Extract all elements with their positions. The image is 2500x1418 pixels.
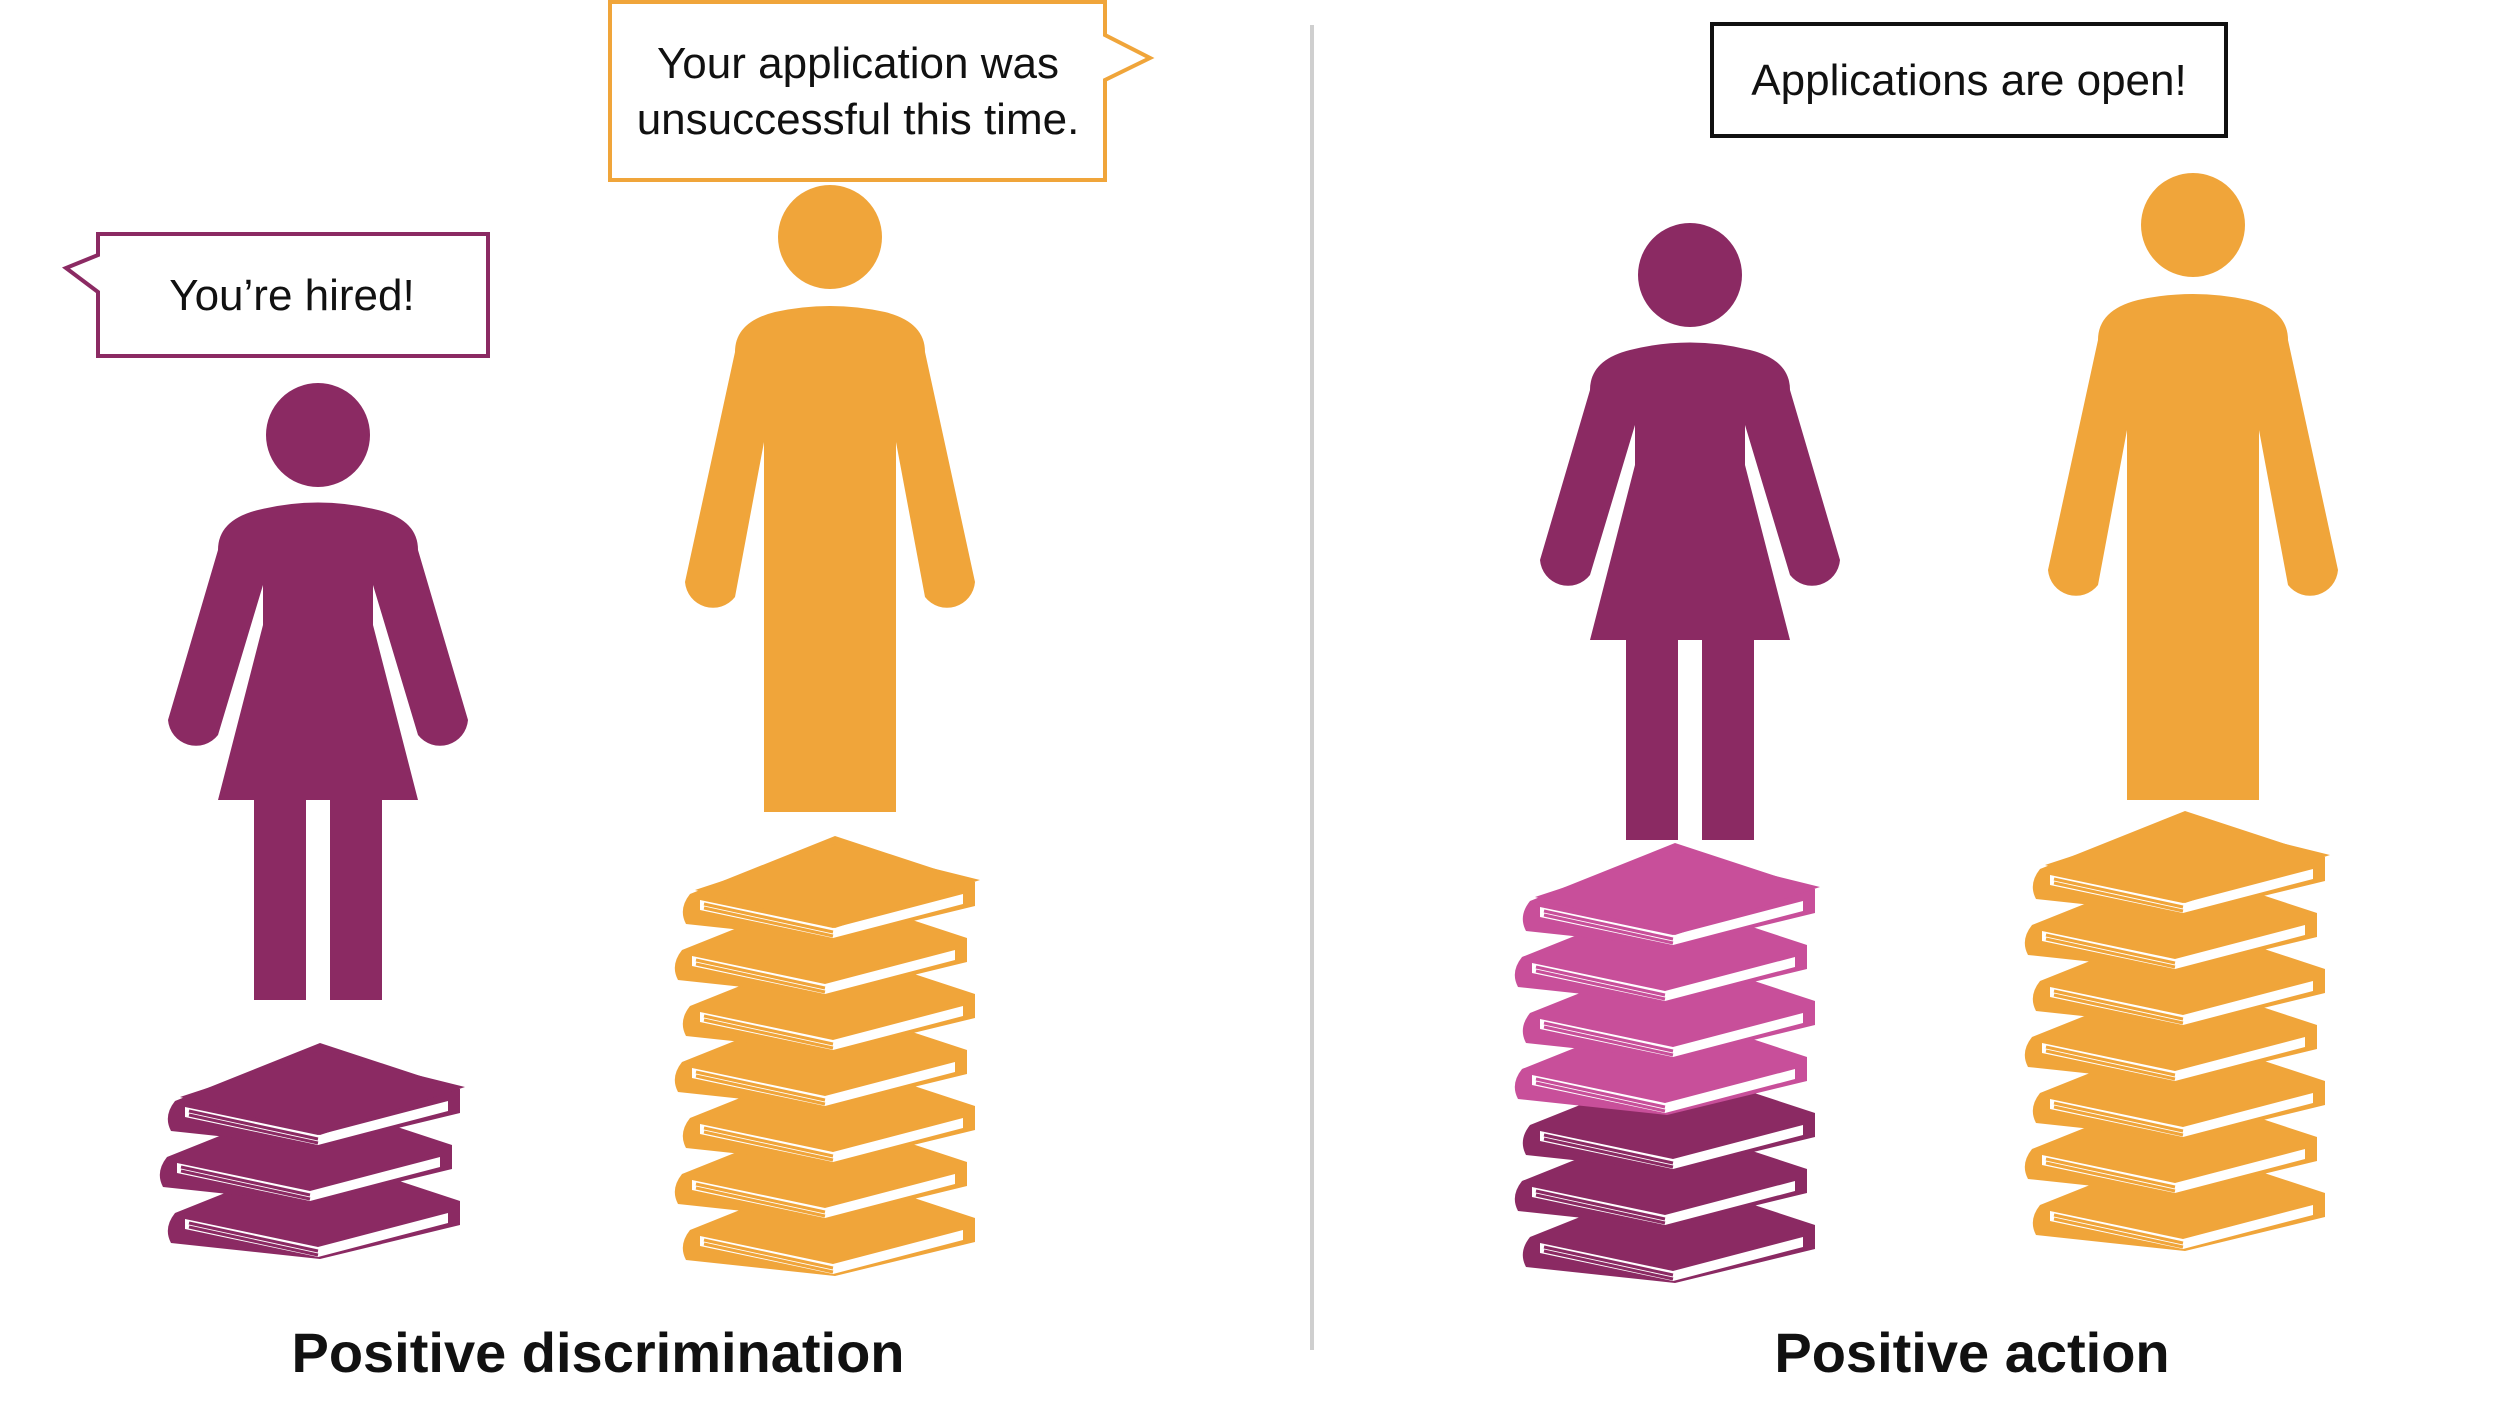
man-book-stack-right	[2024, 811, 2330, 1251]
positive-action-caption: Positive action	[1774, 1321, 2169, 1384]
book-top-cover	[1535, 851, 1820, 935]
book-top-cover	[180, 1051, 465, 1135]
woman-book-stack-left	[159, 1043, 465, 1259]
positive-discrimination-caption: Positive discrimination	[291, 1321, 904, 1384]
woman-figure-icon	[168, 383, 468, 1000]
rejection-message-line2: unsuccessful this time.	[637, 95, 1080, 144]
book-top-cover	[695, 844, 980, 928]
rejection-speech-bubble: Your application was unsuccessful this t…	[608, 0, 1155, 182]
rejection-message-line1: Your application was	[657, 39, 1059, 88]
notice-text: Applications are open!	[1751, 56, 2186, 105]
hired-speech-bubble: You’re hired!	[61, 232, 490, 358]
woman-figure-icon-right	[1540, 223, 1840, 840]
woman-book-stack-right	[1514, 843, 1820, 1283]
applications-open-notice: Applications are open!	[1710, 22, 2228, 138]
hired-message: You’re hired!	[169, 271, 414, 320]
man-book-stack-left	[674, 836, 980, 1276]
book-top-cover	[2045, 819, 2330, 903]
man-figure-icon-right	[2048, 173, 2338, 800]
man-figure-icon	[685, 185, 975, 812]
